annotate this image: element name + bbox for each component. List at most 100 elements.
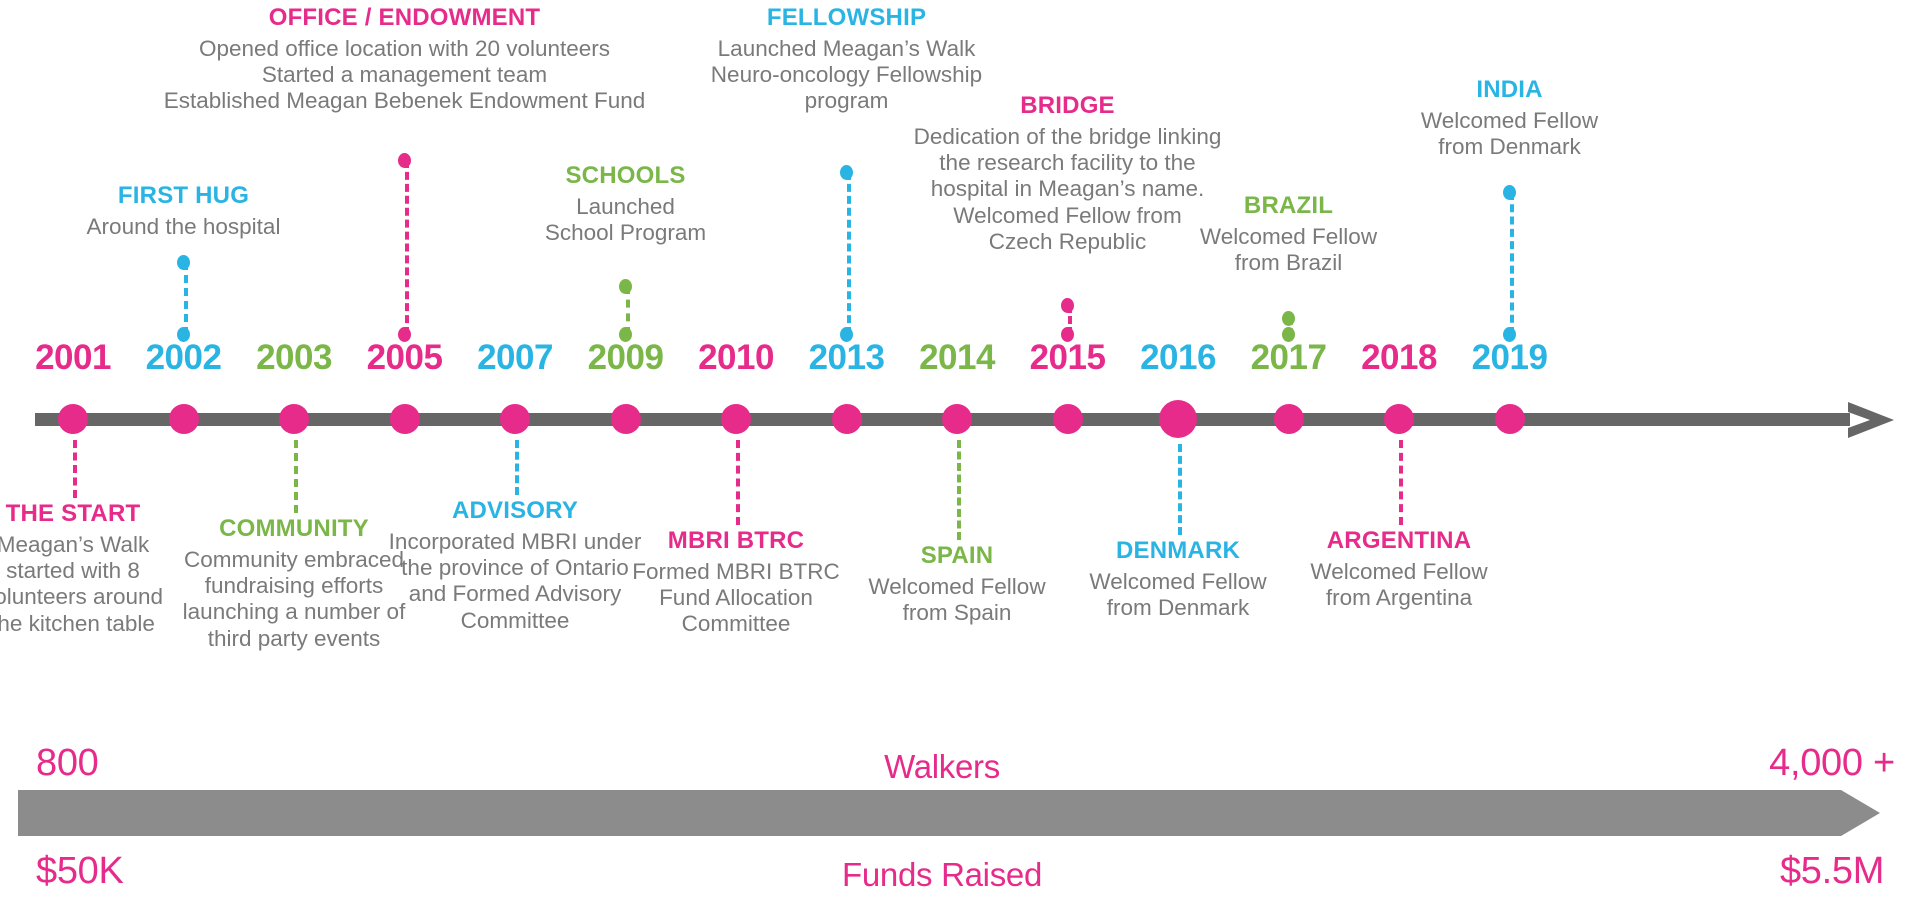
event-title: BRAZIL [1243, 192, 1334, 219]
event-india[interactable]: INDIA Welcomed Fellow from Denmark [1421, 76, 1598, 160]
connector-stem-2001 [73, 440, 77, 498]
event-title: THE START [5, 500, 141, 527]
event-title: MBRI BTRC [667, 527, 805, 554]
stem-cap-2019-top [1503, 185, 1516, 200]
event-body-line: Launched Meagan’s Walk [717, 35, 976, 61]
year-label-2015: 2015 [1029, 338, 1106, 377]
stem-cap-2019-bottom [1503, 327, 1516, 342]
timeline-node-2001[interactable] [58, 404, 88, 434]
event-the-start[interactable]: THE START Meagan’s Walk started with 8 volu… [0, 500, 163, 637]
event-body-line: fundraising efforts [204, 573, 384, 599]
event-body-line: the research facility to the [939, 150, 1196, 176]
timeline-node-2003[interactable] [279, 404, 309, 434]
stem-cap-2013-top [840, 165, 853, 180]
event-body-line: from Argentina [1325, 585, 1473, 611]
year-label-2010: 2010 [698, 338, 774, 377]
year-label-2017: 2017 [1250, 338, 1327, 377]
year-label-2016: 2016 [1140, 338, 1216, 377]
event-advisory[interactable]: ADVISORY Incorporated MBRI under the provi… [389, 497, 642, 634]
event-argentina[interactable]: ARGENTINA Welcomed Fellow from Argentina [1310, 527, 1487, 611]
timeline-node-2017[interactable] [1273, 404, 1304, 434]
stem-cap-2009-top [619, 279, 632, 294]
stem-cap-2002-bottom [177, 327, 190, 342]
timeline-node-2002[interactable] [168, 404, 199, 434]
connector-stem-2015 [1067, 305, 1072, 335]
event-body-line: School Program [544, 220, 707, 246]
event-body-line: Neuro-oncology Fellowship [710, 62, 983, 88]
timeline-node-2010[interactable] [721, 404, 751, 434]
event-denmark[interactable]: DENMARK Welcomed Fellow from Denmark [1089, 537, 1266, 621]
event-bridge[interactable]: BRIDGE Dedication of the bridge linking th… [914, 92, 1222, 255]
connector-stem-2010 [736, 440, 740, 525]
event-body-line: volunteers around [0, 584, 164, 610]
event-title: INDIA [1476, 76, 1543, 103]
stem-cap-2005-top [398, 153, 411, 168]
connector-stem-2019 [1509, 192, 1514, 335]
event-body-line: Started a management team [261, 62, 548, 88]
connector-stem-2018 [1399, 440, 1403, 525]
event-fellowship[interactable]: FELLOWSHIP Launched Meagan’s Walk Neuro-on… [711, 4, 982, 115]
event-body-line: Established Meagan Bebenek Endowment Fun… [163, 88, 646, 114]
event-body-line: and Formed Advisory [408, 581, 622, 607]
stats-banner-arrow [18, 790, 1880, 836]
year-label-2018: 2018 [1361, 338, 1437, 377]
event-body-line: Welcomed Fellow [1420, 107, 1599, 133]
event-spain[interactable]: SPAIN Welcomed Fellow from Spain [868, 542, 1045, 626]
timeline-node-2014[interactable] [942, 404, 972, 434]
event-first-hug[interactable]: FIRST HUG Around the hospital [87, 182, 281, 240]
funds-end-value: $5.5M [1779, 850, 1885, 892]
event-title: ADVISORY [451, 497, 579, 524]
event-body-line: Dedication of the bridge linking [913, 123, 1222, 149]
timeline-node-2015[interactable] [1052, 404, 1083, 434]
year-label-2003: 2003 [256, 338, 332, 377]
event-body-line: launching a number of [182, 599, 406, 625]
timeline-node-2013[interactable] [831, 404, 862, 434]
year-label-2014: 2014 [919, 338, 995, 377]
timeline-node-2005[interactable] [389, 404, 420, 434]
connector-stem-2014 [957, 440, 961, 540]
event-office-endowment[interactable]: OFFICE / ENDOWMENT Opened office location… [164, 4, 646, 115]
event-brazil[interactable]: BRAZIL Welcomed Fellow from Brazil [1200, 192, 1377, 276]
timeline-node-2019[interactable] [1494, 404, 1525, 434]
event-community[interactable]: COMMUNITY Community embraced fundraising e… [183, 515, 406, 652]
event-title: FELLOWSHIP [766, 4, 927, 31]
timeline-node-2016[interactable] [1159, 400, 1197, 438]
stem-cap-2015-top [1061, 298, 1074, 313]
event-schools[interactable]: SCHOOLS Launched School Program [545, 162, 706, 246]
event-body-line: third party events [207, 625, 381, 651]
year-label-2002: 2002 [145, 338, 222, 377]
event-body-line: from Denmark [1106, 595, 1250, 621]
event-body-line: Welcomed Fellow from [953, 202, 1182, 228]
event-body-line: from Denmark [1438, 134, 1581, 160]
event-body-line: hospital in Meagan’s name. [930, 176, 1205, 202]
year-label-2001: 2001 [35, 338, 111, 377]
timeline-arrow-icon [1848, 402, 1894, 438]
event-title: OFFICE / ENDOWMENT [268, 4, 541, 31]
walkers-label: Walkers [884, 748, 1000, 785]
event-mbri-btrc[interactable]: MBRI BTRC Formed MBRI BTRC Fund Allocation… [632, 527, 840, 638]
timeline-node-2009[interactable] [610, 404, 641, 434]
event-body-line: Czech Republic [988, 229, 1147, 255]
connector-stem-2016 [1178, 444, 1182, 535]
year-label-2009: 2009 [587, 338, 664, 377]
event-title: ARGENTINA [1326, 527, 1472, 554]
event-body-line: Incorporated MBRI under [388, 528, 642, 554]
event-body-line: Meagan’s Walk [0, 531, 150, 557]
year-label-2013: 2013 [808, 338, 885, 377]
timeline-node-2018[interactable] [1384, 404, 1414, 434]
event-title: BRIDGE [1020, 92, 1115, 119]
event-body-line: the kitchen table [0, 610, 155, 636]
event-body-line: from Brazil [1234, 250, 1343, 276]
connector-stem-2007 [515, 440, 519, 495]
event-body-line: Launched [576, 193, 675, 219]
event-body-line: Welcomed Fellow [1310, 558, 1488, 584]
stem-cap-2002-top [177, 255, 190, 270]
connector-stem-2002 [183, 262, 188, 335]
stem-cap-2017-bottom [1282, 327, 1295, 342]
event-body-line: the province of Ontario [401, 555, 629, 581]
stem-cap-2015-bottom [1061, 327, 1074, 342]
connector-stem-2003 [294, 440, 298, 513]
event-body-line: Community embraced [183, 546, 405, 572]
timeline-node-2007[interactable] [500, 404, 530, 434]
